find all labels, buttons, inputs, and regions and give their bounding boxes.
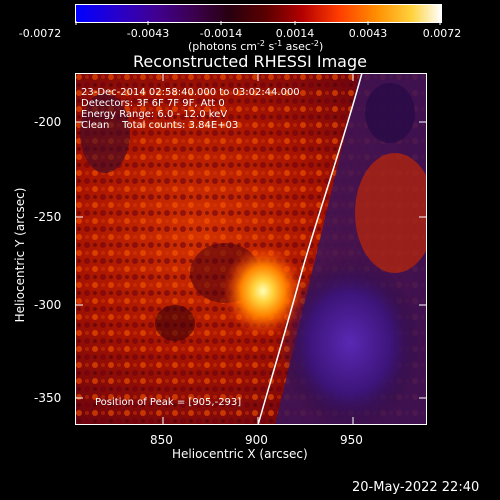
colorbar-tick-label: -0.0043 [127, 27, 169, 40]
x-axis-label: Heliocentric X (arcsec) [172, 447, 308, 461]
plot-title: Reconstructed RHESSI Image [133, 52, 367, 71]
x-tick-label: 950 [340, 433, 363, 447]
rhessi-image [75, 73, 427, 425]
x-tick-label: 850 [150, 433, 173, 447]
colorbar-tick-label: -0.0014 [200, 27, 242, 40]
colorbar-tick-label: -0.0072 [19, 27, 61, 40]
y-tick-label: -250 [34, 210, 62, 224]
info-energy-range: Energy Range: 6.0 - 12.0 keV [81, 109, 228, 120]
colorbar-tick-label: 0.0014 [276, 27, 315, 40]
info-counts: Clean Total counts: 3.84E+03 [81, 120, 239, 131]
y-axis-label: Heliocentric Y (arcsec) [13, 187, 27, 323]
x-tick-label: 900 [245, 433, 268, 447]
colorbar [75, 4, 442, 23]
info-time-range: 23-Dec-2014 02:58:40.000 to 03:02:44.000 [81, 87, 300, 98]
colorbar-ticks: -0.0072 -0.0043 -0.0014 0.0014 0.0043 0.… [19, 21, 462, 53]
y-tick-label: -350 [34, 391, 62, 405]
peak-label: Position of Peak = [905,-293] [95, 397, 242, 408]
y-tick-label: -200 [34, 115, 62, 129]
colorbar-units: (photons cm-2 s-1 asec-2) [188, 39, 323, 53]
solar-limb-curve [257, 73, 363, 425]
colorbar-tick-label: 0.0072 [423, 27, 462, 40]
info-text: 23-Dec-2014 02:58:40.000 to 03:02:44.000… [81, 87, 300, 131]
info-detectors: Detectors: 3F 6F 7F 9F, Att 0 [81, 98, 225, 109]
colorbar-tick-label: 0.0043 [349, 27, 388, 40]
y-tick-label: -300 [34, 298, 62, 312]
footer-date: 20-May-2022 22:40 [352, 480, 480, 495]
